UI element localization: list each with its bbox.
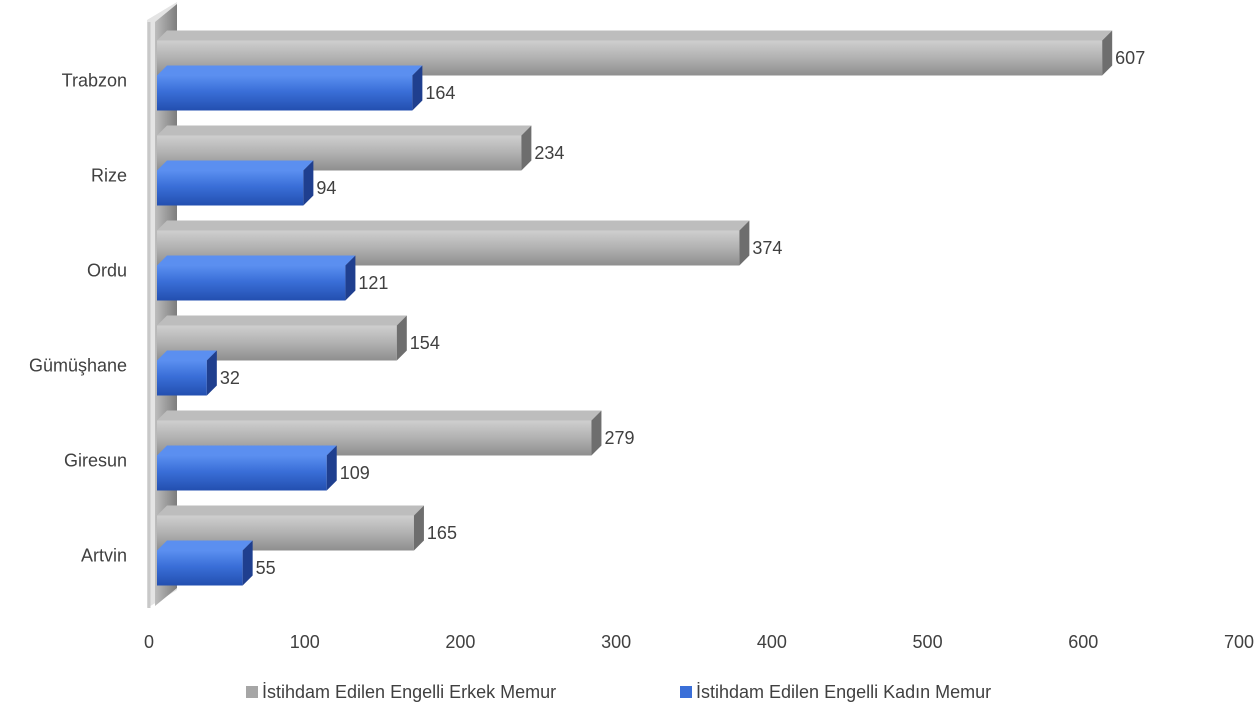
data-label-giresun-erkek: 279 <box>604 428 634 448</box>
data-label-gumushane-kadin: 32 <box>220 368 240 388</box>
data-label-gumushane-erkek: 154 <box>410 333 440 353</box>
x-tick-0: 0 <box>144 632 154 652</box>
bar-rize-kadin <box>157 160 314 206</box>
bar-artvin-kadin <box>157 540 253 586</box>
x-tick-500: 500 <box>913 632 943 652</box>
x-tick-700: 700 <box>1224 632 1254 652</box>
x-tick-600: 600 <box>1068 632 1098 652</box>
x-tick-100: 100 <box>290 632 320 652</box>
data-label-ordu-kadin: 121 <box>358 273 388 293</box>
data-label-trabzon-kadin: 164 <box>425 83 455 103</box>
x-tick-400: 400 <box>757 632 787 652</box>
category-label-gumushane: Gümüşhane <box>29 355 127 375</box>
category-label-artvin: Artvin <box>81 545 127 565</box>
category-label-rize: Rize <box>91 165 127 185</box>
data-label-trabzon-erkek: 607 <box>1115 48 1145 68</box>
labels-group: Trabzon 607 164 Rize 234 94 Ordu 374 121 Gümüşhan… <box>29 48 1145 578</box>
legend: İstihdam Edilen Engelli Erkek Memur İstih… <box>246 682 991 702</box>
legend-label: İstihdam Edilen Engelli Erkek Memur <box>262 682 556 702</box>
bar-giresun-kadin <box>157 445 337 491</box>
data-label-artvin-kadin: 55 <box>256 558 276 578</box>
legend-label: İstihdam Edilen Engelli Kadın Memur <box>696 682 991 702</box>
data-label-giresun-kadin: 109 <box>340 463 370 483</box>
x-tick-200: 200 <box>445 632 475 652</box>
legend-swatch <box>680 686 692 698</box>
category-label-ordu: Ordu <box>87 260 127 280</box>
legend-swatch <box>246 686 258 698</box>
bars-group <box>157 30 1113 586</box>
data-label-ordu-erkek: 374 <box>752 238 782 258</box>
data-label-rize-erkek: 234 <box>534 143 564 163</box>
legend-item-kadin: İstihdam Edilen Engelli Kadın Memur <box>680 682 991 702</box>
category-label-giresun: Giresun <box>64 450 127 470</box>
bar-ordu-kadin <box>157 255 356 301</box>
x-tick-300: 300 <box>601 632 631 652</box>
category-label-trabzon: Trabzon <box>62 70 127 90</box>
bar-trabzon-kadin <box>157 65 423 111</box>
data-label-artvin-erkek: 165 <box>427 523 457 543</box>
bar-gumushane-kadin <box>157 350 217 396</box>
x-axis: 0 100 200 300 400 500 600 700 <box>144 632 1254 652</box>
legend-item-erkek: İstihdam Edilen Engelli Erkek Memur <box>246 682 556 702</box>
data-label-rize-kadin: 94 <box>316 178 336 198</box>
